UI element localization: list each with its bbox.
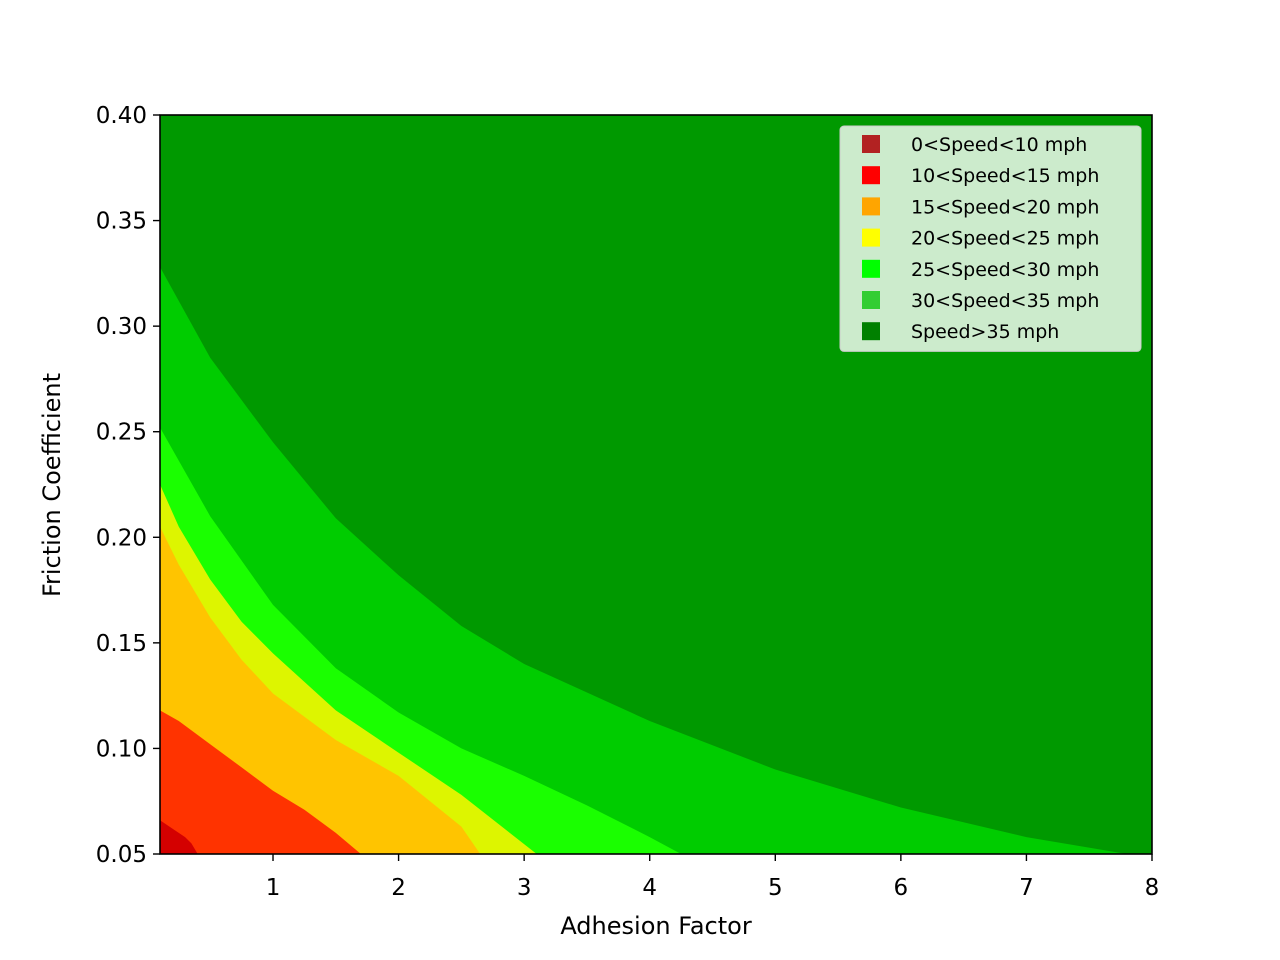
y-tick-label: 0.30	[96, 314, 147, 340]
region-0	[160, 820, 198, 854]
x-axis: 1 2 3 4 5 6 7 8	[266, 854, 1160, 901]
legend-swatch	[862, 291, 880, 309]
y-tick-label: 0.25	[96, 420, 147, 446]
y-tick-label: 0.05	[96, 842, 147, 868]
y-tick-label: 0.15	[96, 631, 147, 657]
legend-label: 15<Speed<20 mph	[911, 196, 1099, 218]
legend-label: 30<Speed<35 mph	[911, 290, 1099, 312]
x-tick-label: 6	[894, 875, 909, 901]
x-axis-label: Adhesion Factor	[560, 912, 752, 940]
region-1	[160, 710, 361, 854]
y-tick-label: 0.10	[96, 736, 147, 762]
x-tick-label: 1	[266, 875, 281, 901]
y-tick-label: 0.20	[96, 525, 147, 551]
legend-swatch	[862, 197, 880, 216]
x-tick-label: 2	[391, 875, 406, 901]
x-tick-label: 8	[1145, 875, 1160, 901]
x-tick-label: 4	[642, 875, 657, 901]
y-axis: 0.05 0.10 0.15 0.20 0.25 0.30 0.35 0.40	[96, 103, 160, 868]
y-axis-label: Friction Coefficient	[38, 373, 66, 597]
y-tick-label: 0.40	[96, 103, 147, 129]
plot-frame	[159, 114, 1153, 855]
region-5	[160, 267, 1127, 854]
legend-swatch	[862, 228, 880, 247]
legend-label: 20<Speed<25 mph	[911, 228, 1099, 250]
legend-box	[839, 125, 1142, 352]
x-tick-label: 5	[768, 875, 783, 901]
legend: 0<Speed<10 mph 10<Speed<15 mph 15<Speed<20…	[839, 125, 1142, 352]
x-tick-label: 3	[517, 875, 532, 901]
legend-swatch	[862, 135, 880, 153]
legend-swatch	[862, 166, 880, 185]
y-tick-label: 0.35	[96, 209, 147, 235]
legend-label: Speed>35 mph	[911, 321, 1059, 343]
legend-swatch	[862, 259, 880, 278]
legend-label: 25<Speed<30 mph	[911, 259, 1099, 281]
legend-label: 0<Speed<10 mph	[911, 134, 1087, 156]
x-tick-label: 7	[1019, 875, 1034, 901]
legend-swatch	[862, 322, 880, 341]
legend-label: 10<Speed<15 mph	[911, 165, 1099, 187]
